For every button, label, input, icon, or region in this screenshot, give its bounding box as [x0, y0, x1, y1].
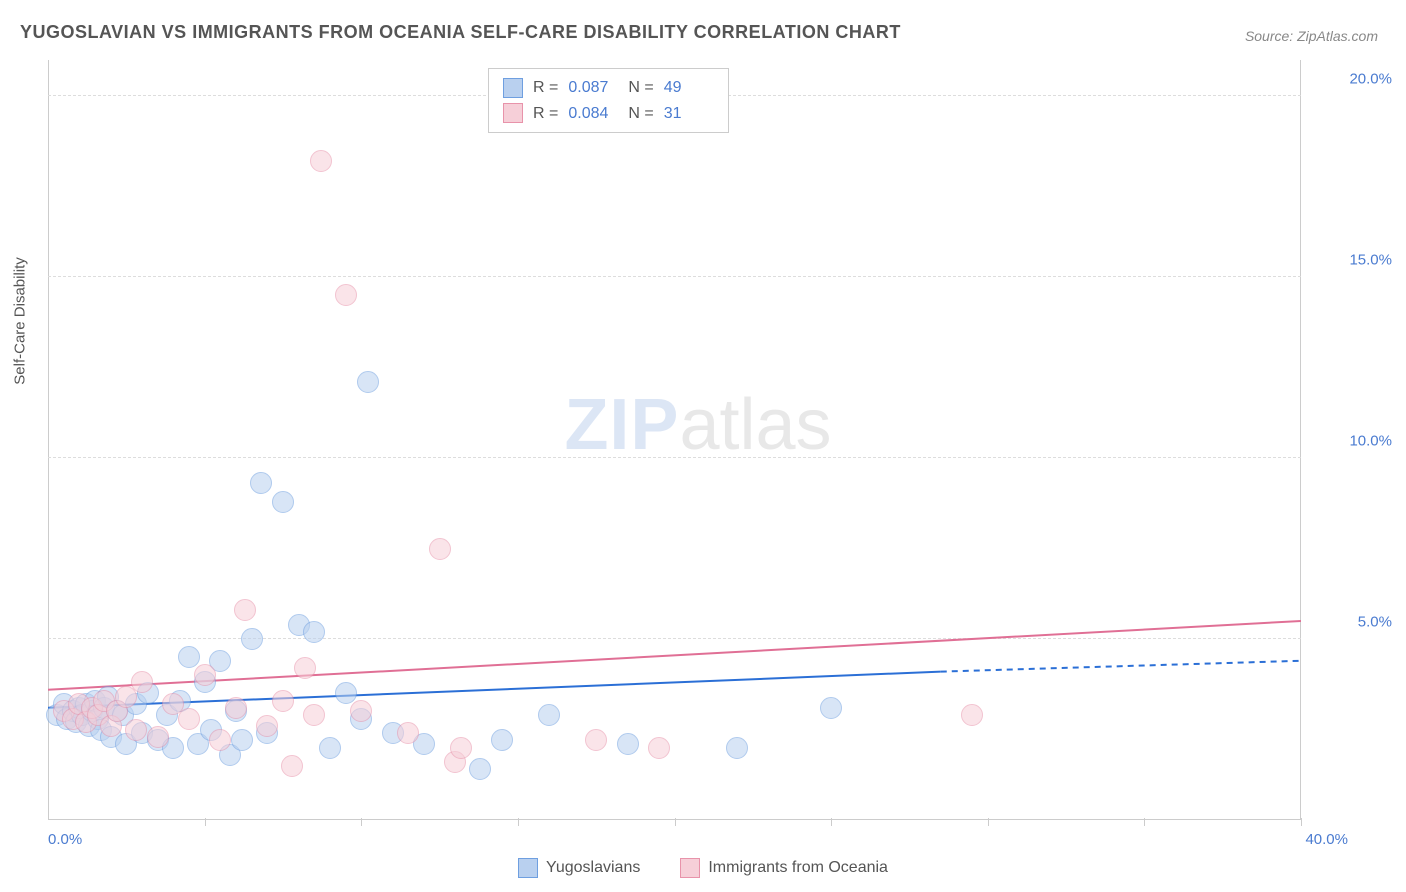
trend-line-oceania: [48, 621, 1301, 690]
source-attribution: Source: ZipAtlas.com: [1245, 28, 1378, 44]
legend-item-yugoslavians: Yugoslavians: [518, 858, 640, 878]
trend-line-ext-yugoslavians: [941, 661, 1301, 672]
data-point-oceania: [234, 599, 256, 621]
data-point-oceania: [335, 284, 357, 306]
data-point-oceania: [350, 700, 372, 722]
y-axis-label: Self-Care Disability: [12, 257, 29, 385]
data-point-oceania: [272, 690, 294, 712]
data-point-oceania: [294, 657, 316, 679]
data-point-oceania: [429, 538, 451, 560]
data-point-oceania: [225, 697, 247, 719]
stats-row-yugoslavians: R = 0.087 N = 49: [503, 75, 714, 101]
data-point-yugoslavians: [469, 758, 491, 780]
data-point-oceania: [303, 704, 325, 726]
legend-label: Immigrants from Oceania: [708, 859, 888, 877]
x-axis-min-label: 0.0%: [48, 831, 82, 848]
plot-area: 5.0%10.0%15.0%20.0%: [48, 60, 1348, 820]
r-value: 0.084: [568, 101, 618, 127]
data-point-yugoslavians: [178, 646, 200, 668]
r-label: R =: [533, 75, 558, 101]
legend-swatch-icon: [503, 78, 523, 98]
grid-line: [48, 638, 1301, 639]
legend-swatch-icon: [503, 103, 523, 123]
data-point-oceania: [256, 715, 278, 737]
data-point-yugoslavians: [231, 729, 253, 751]
scatter-chart: Self-Care Disability ZIPatlas 5.0%10.0%1…: [48, 60, 1348, 820]
legend-swatch-icon: [680, 858, 700, 878]
data-point-yugoslavians: [272, 491, 294, 513]
x-tick-mark: [361, 818, 362, 826]
data-point-yugoslavians: [820, 697, 842, 719]
data-point-oceania: [125, 719, 147, 741]
series-legend: Yugoslavians Immigrants from Oceania: [0, 858, 1406, 878]
data-point-yugoslavians: [303, 621, 325, 643]
data-point-oceania: [397, 722, 419, 744]
y-tick-label: 15.0%: [1349, 252, 1392, 269]
n-value: 31: [664, 101, 714, 127]
y-tick-label: 10.0%: [1349, 433, 1392, 450]
data-point-oceania: [585, 729, 607, 751]
x-tick-mark: [1144, 818, 1145, 826]
x-tick-mark: [675, 818, 676, 826]
legend-item-oceania: Immigrants from Oceania: [680, 858, 888, 878]
data-point-yugoslavians: [726, 737, 748, 759]
x-tick-mark: [518, 818, 519, 826]
n-label: N =: [628, 75, 653, 101]
data-point-oceania: [131, 671, 153, 693]
r-label: R =: [533, 101, 558, 127]
r-value: 0.087: [568, 75, 618, 101]
data-point-yugoslavians: [491, 729, 513, 751]
y-tick-label: 20.0%: [1349, 71, 1392, 88]
x-axis-max-label: 40.0%: [1305, 831, 1348, 848]
x-tick-mark: [205, 818, 206, 826]
data-point-oceania: [961, 704, 983, 726]
data-point-yugoslavians: [319, 737, 341, 759]
data-point-oceania: [648, 737, 670, 759]
n-value: 49: [664, 75, 714, 101]
data-point-yugoslavians: [538, 704, 560, 726]
data-point-oceania: [147, 726, 169, 748]
data-point-oceania: [310, 150, 332, 172]
y-tick-label: 5.0%: [1358, 614, 1392, 631]
y-axis-line: [48, 60, 49, 820]
legend-label: Yugoslavians: [546, 859, 640, 877]
correlation-stats-legend: R = 0.087 N = 49 R = 0.084 N = 31: [488, 68, 729, 133]
data-point-oceania: [209, 729, 231, 751]
data-point-oceania: [178, 708, 200, 730]
n-label: N =: [628, 101, 653, 127]
data-point-oceania: [194, 664, 216, 686]
data-point-yugoslavians: [241, 628, 263, 650]
x-tick-mark: [988, 818, 989, 826]
legend-swatch-icon: [518, 858, 538, 878]
x-tick-mark: [831, 818, 832, 826]
stats-row-oceania: R = 0.084 N = 31: [503, 101, 714, 127]
data-point-yugoslavians: [617, 733, 639, 755]
chart-title: YUGOSLAVIAN VS IMMIGRANTS FROM OCEANIA S…: [20, 22, 901, 43]
x-tick-mark: [1301, 818, 1302, 826]
data-point-yugoslavians: [250, 472, 272, 494]
grid-line: [48, 276, 1301, 277]
y-axis-line-right: [1300, 60, 1301, 820]
grid-line: [48, 457, 1301, 458]
data-point-oceania: [281, 755, 303, 777]
data-point-oceania: [450, 737, 472, 759]
data-point-yugoslavians: [357, 371, 379, 393]
data-point-yugoslavians: [335, 682, 357, 704]
